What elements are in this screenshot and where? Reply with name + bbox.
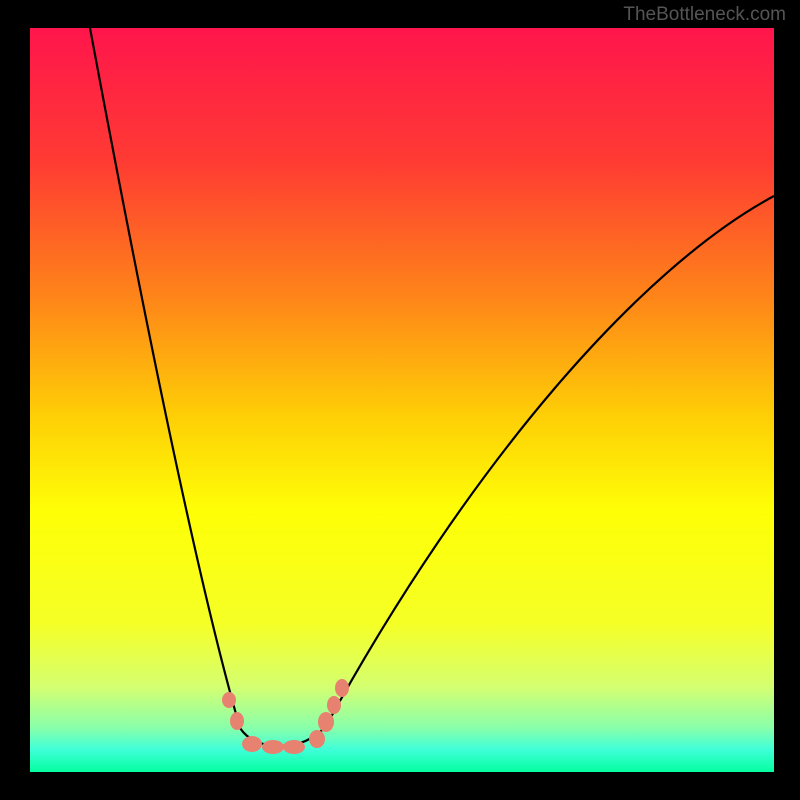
curve-marker bbox=[318, 712, 334, 732]
curve-marker bbox=[283, 740, 305, 754]
plot-area bbox=[30, 28, 774, 772]
curve-marker bbox=[262, 740, 284, 754]
curve-marker bbox=[222, 692, 236, 708]
curve-marker bbox=[309, 730, 325, 748]
curve-marker bbox=[230, 712, 244, 730]
bottleneck-curve bbox=[30, 28, 774, 772]
curve-marker bbox=[335, 679, 349, 697]
watermark-text: TheBottleneck.com bbox=[623, 4, 786, 26]
curve-marker bbox=[242, 736, 262, 752]
curve-marker bbox=[327, 696, 341, 714]
curve-markers bbox=[222, 679, 349, 754]
